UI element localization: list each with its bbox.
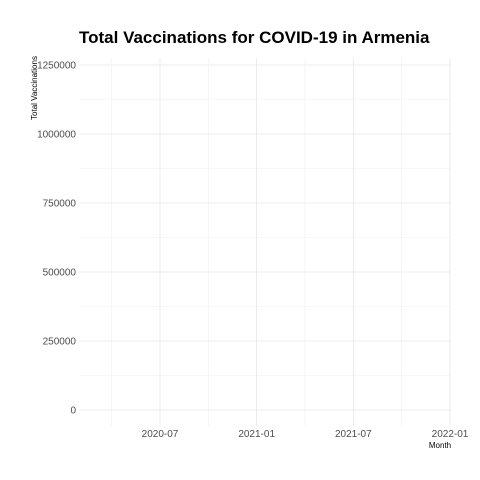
y-tick-label: 0 xyxy=(70,406,76,417)
y-tick-label: 1250000 xyxy=(37,61,76,72)
y-axis-label: Total Vaccinations xyxy=(30,56,39,120)
x-tick-label: 2022-01 xyxy=(432,429,469,440)
y-tick-label: 500000 xyxy=(43,268,77,279)
grid xyxy=(79,58,451,426)
x-tick-label: 2021-01 xyxy=(238,429,275,440)
x-axis: 2020-07 2021-01 2021-07 2022-01 xyxy=(142,429,469,440)
y-tick-label: 750000 xyxy=(43,199,77,210)
x-tick-label: 2021-07 xyxy=(335,429,372,440)
y-axis: 0 250000 500000 750000 1000000 1250000 xyxy=(37,61,76,417)
y-tick-label: 250000 xyxy=(43,337,77,348)
chart-title: Total Vaccinations for COVID-19 in Armen… xyxy=(79,28,430,47)
x-tick-label: 2020-07 xyxy=(142,429,179,440)
y-tick-label: 1000000 xyxy=(37,130,76,141)
x-axis-label: Month xyxy=(429,441,451,450)
